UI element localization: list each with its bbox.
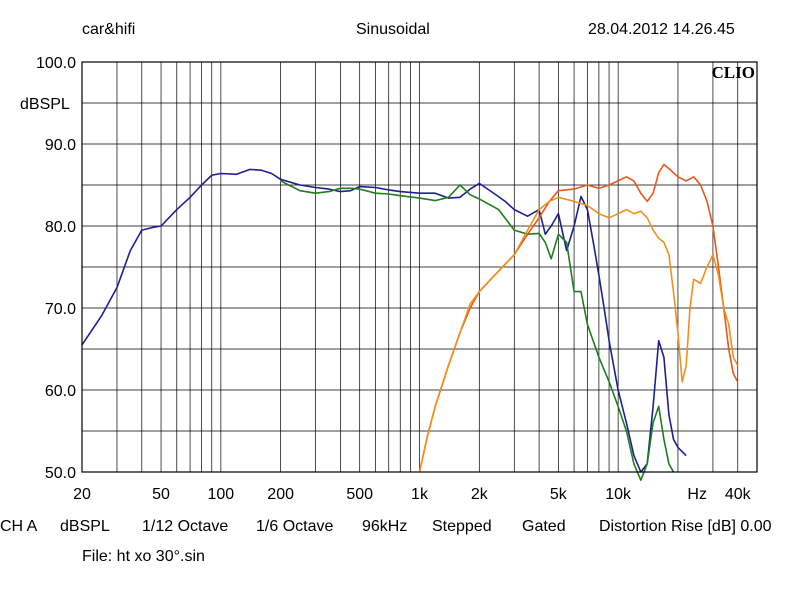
header-timestamp: 28.04.2012 14.26.45 — [588, 21, 735, 38]
footer-item: Gated — [522, 518, 566, 535]
x-tick-label: 50 — [152, 486, 170, 503]
header-company-label: car&hifi — [82, 21, 136, 38]
x-tick-label: 200 — [267, 486, 294, 503]
chart-grid — [82, 62, 757, 472]
x-tick-label: 10k — [605, 486, 632, 503]
footer-item: 1/12 Octave — [142, 518, 229, 535]
series-line-4 — [418, 196, 739, 473]
y-tick-label: 70.0 — [45, 301, 76, 318]
x-tick-labels: 20 50 100 200 500 1k 2k 5k 10k Hz 40k — [73, 486, 752, 503]
x-tick-label: 20 — [73, 486, 91, 503]
file-name-label: File: ht xo 30°.sin — [82, 548, 205, 565]
series-line-2 — [280, 180, 675, 482]
y-tick-label: 80.0 — [45, 219, 76, 236]
y-tick-label: 60.0 — [45, 383, 76, 400]
x-tick-label: 5k — [550, 486, 568, 503]
x-tick-label: 1k — [411, 486, 429, 503]
x-tick-label: 500 — [346, 486, 373, 503]
clio-brand-label: CLIO — [712, 63, 755, 82]
y-tick-labels: 100.0 90.0 80.0 70.0 60.0 50.0 — [36, 55, 76, 482]
footer-item: CH A — [0, 518, 38, 535]
header-measurement-type: Sinusoidal — [356, 21, 430, 38]
x-tick-label: 2k — [471, 486, 489, 503]
plot-lines — [81, 163, 739, 482]
y-tick-label: 50.0 — [45, 465, 76, 482]
y-axis-label: dBSPL — [20, 96, 70, 113]
x-tick-label: 100 — [207, 486, 234, 503]
series-line-1 — [81, 168, 687, 473]
footer-item: dBSPL — [60, 518, 110, 535]
y-tick-label: 90.0 — [45, 137, 76, 154]
x-tick-label: Hz — [687, 486, 707, 503]
plot-frame — [81, 61, 758, 473]
footer-item: Distortion Rise [dB] 0.00 — [599, 518, 772, 535]
x-tick-label: 40k — [725, 486, 752, 503]
y-tick-label: 100.0 — [36, 55, 76, 72]
frequency-response-chart: CLIO dBSPL 100.0 90.0 80.0 70.0 60.0 50.0 20 5… — [20, 55, 758, 503]
footer-item: Stepped — [432, 518, 492, 535]
footer-item: 1/6 Octave — [256, 518, 334, 535]
footer-item: 96kHz — [362, 518, 408, 535]
